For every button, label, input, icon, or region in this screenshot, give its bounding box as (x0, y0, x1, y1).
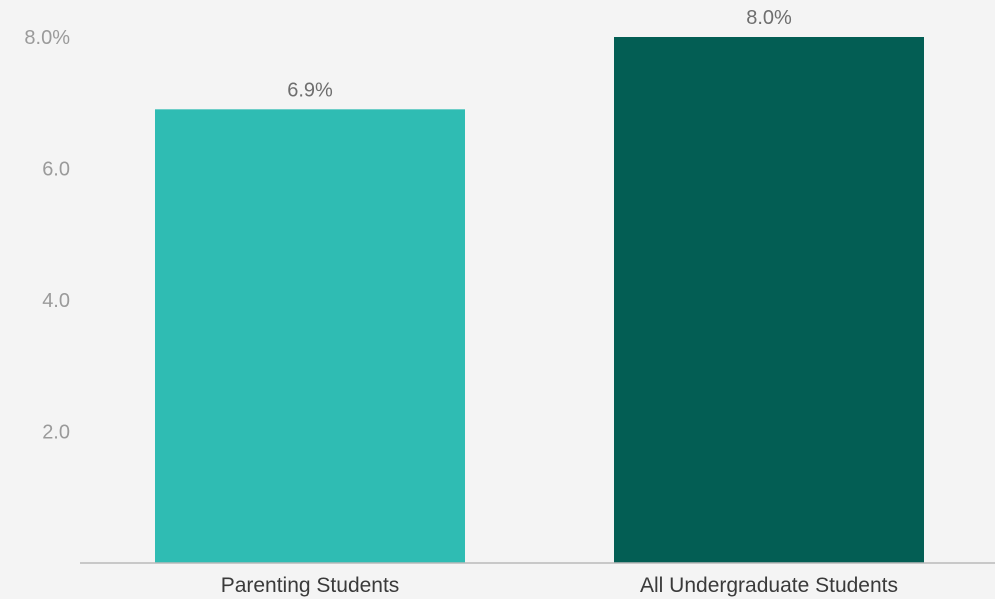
bar-2 (614, 37, 924, 563)
y-axis-ticks: 2.0 4.0 6.0 8.0% (24, 27, 70, 444)
y-tick-label: 4.0 (42, 290, 70, 312)
category-label: All Undergraduate Students (640, 574, 898, 597)
bar-1 (155, 109, 465, 563)
bars (155, 37, 924, 563)
category-label: Parenting Students (221, 574, 400, 597)
y-tick-label: 8.0% (24, 27, 70, 49)
data-labels: 6.9% 8.0% (287, 7, 792, 101)
data-label: 6.9% (287, 79, 333, 101)
y-tick-label: 6.0 (42, 159, 70, 181)
data-label: 8.0% (746, 7, 792, 29)
y-tick-label: 2.0 (42, 422, 70, 444)
x-axis-category-labels: Parenting Students All Undergraduate Stud… (221, 574, 898, 597)
